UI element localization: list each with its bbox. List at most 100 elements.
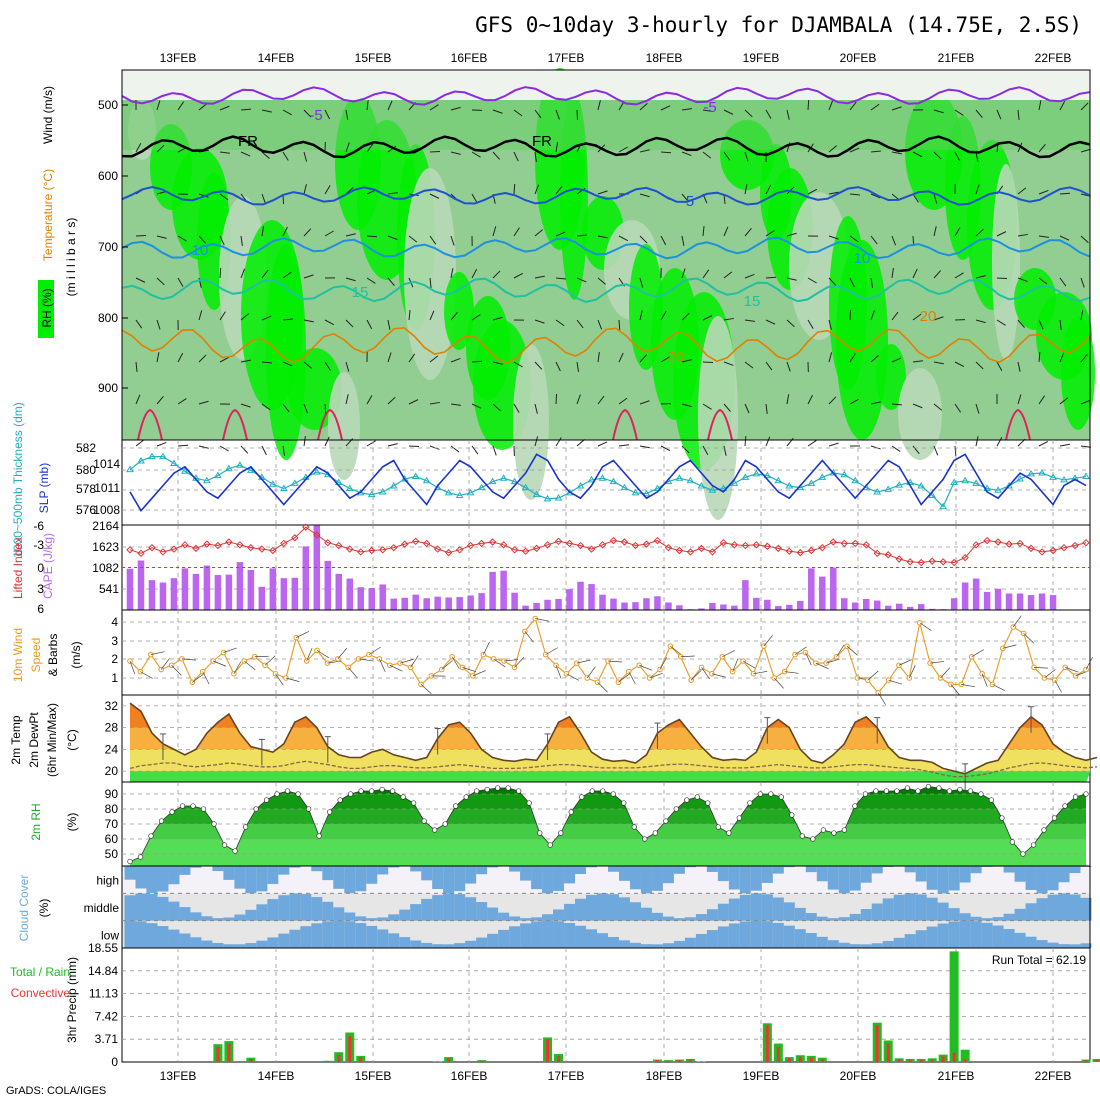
cape-bar [269, 568, 277, 610]
thickness-axis-label: 1000~500mb Thickness (dm) [11, 402, 25, 558]
contour-label: -5 [703, 99, 716, 116]
thickness-point [378, 488, 387, 495]
cloud-high-bar [278, 866, 290, 875]
lifted-index-point [137, 549, 145, 558]
cloud-high-bar [333, 866, 345, 889]
cloud-level-label: high [96, 874, 119, 888]
upper-wind-barb [219, 193, 229, 201]
thickness-point [455, 491, 464, 498]
upper-wind-barb [387, 192, 398, 195]
rh-point [999, 815, 1005, 821]
surface-wind-barb [389, 664, 403, 672]
cloud-low-bar [651, 944, 663, 948]
upper-wind-barb [1059, 100, 1066, 111]
lifted-index-point [609, 536, 618, 545]
cloud-high-bar [432, 866, 444, 889]
cloud-low-bar [662, 943, 674, 948]
cloud-high-bar [750, 866, 762, 891]
upper-wind-barb [534, 275, 545, 279]
thickness-point [884, 485, 893, 492]
cloud-low-bar [509, 926, 521, 948]
upper-wind-barb [576, 319, 584, 329]
upper-wind-barb [1080, 353, 1088, 363]
lifted-index-point [488, 538, 497, 546]
rh-point [442, 821, 448, 827]
upper-wind-barb [450, 403, 461, 406]
rh-point [778, 794, 784, 800]
upper-wind-barb [1017, 319, 1025, 328]
thickness-point [1049, 473, 1057, 480]
cloud-middle-bar [454, 894, 466, 921]
x-tick-label-top: 21FEB [938, 51, 975, 65]
minmax-axis-label: (6hr Min/Max) [45, 703, 59, 777]
surface-wind-barb [358, 658, 373, 662]
cloud-middle-bar [992, 917, 1004, 921]
surface-wind-barb [898, 659, 912, 666]
upper-wind-barb [639, 400, 650, 405]
upper-wind-barb [261, 361, 272, 364]
upper-wind-barb [177, 235, 187, 242]
x-tick-label-bottom: 21FEB [938, 1069, 975, 1083]
upper-wind-barb [471, 268, 478, 279]
rh-point [694, 794, 700, 800]
lifted-index-point [686, 548, 695, 556]
cloud-middle-bar [553, 909, 565, 921]
upper-wind-barb [849, 353, 856, 363]
cloud-high-bar [509, 866, 521, 872]
cloud-high-bar [223, 866, 235, 880]
lifted-index-point [159, 548, 167, 556]
thickness-point [466, 488, 475, 496]
upper-wind-barb [1059, 277, 1067, 287]
lifted-index-point [422, 539, 431, 548]
pressure-tick-label: 700 [98, 240, 118, 254]
thickness-point [510, 477, 519, 485]
thickness-point [653, 484, 662, 492]
upper-wind-barb [534, 319, 545, 324]
thickness-point [576, 481, 585, 489]
upper-wind-barb [1059, 352, 1065, 363]
upper-wind-barb [744, 228, 752, 237]
upper-wind-barb [387, 352, 392, 363]
cloud-middle-bar [432, 895, 444, 921]
x-tick-label-bottom: 13FEB [160, 1069, 197, 1083]
cloud-high-bar [827, 866, 839, 890]
upper-wind-barb [681, 403, 692, 408]
upper-wind-barb [639, 235, 648, 244]
contour-10c [121, 236, 1091, 260]
upper-wind-barb [555, 231, 566, 237]
rh-point [747, 800, 753, 806]
cloud-middle-bar [575, 898, 587, 921]
surface-wind-barb [670, 645, 682, 656]
upper-wind-barb [492, 316, 503, 321]
rh-point [1030, 842, 1037, 848]
upper-wind-barb [408, 445, 420, 448]
lifted-index-point [313, 531, 321, 539]
cloud-level-label: low [101, 928, 119, 942]
surface-wind-barb [379, 658, 386, 672]
upper-wind-barb [618, 319, 621, 331]
cloud-low-bar [201, 940, 213, 948]
upper-wind-barb [198, 354, 207, 363]
cape-tick-label: 2164 [92, 519, 119, 533]
rh-point [936, 785, 942, 791]
upper-wind-barb [954, 227, 961, 237]
thickness-point [587, 475, 596, 483]
cloud-low-bar [937, 923, 949, 948]
upper-wind-barb [1080, 102, 1089, 111]
upper-wind-barb [387, 443, 398, 447]
upper-wind-barb [219, 311, 226, 321]
dewpoint-line [129, 760, 1098, 778]
cape-bar [324, 560, 332, 610]
cloud-middle-bar [684, 917, 696, 921]
upper-wind-barb [198, 310, 203, 321]
thickness-point [554, 494, 563, 501]
surface-wind-barb [441, 660, 453, 670]
cloud-middle-bar [509, 916, 521, 921]
thickness-point [389, 481, 398, 489]
surface-wind-barb [400, 658, 414, 664]
upper-wind-barb [282, 271, 292, 279]
upper-wind-barb [1038, 441, 1049, 447]
rh-dry-patch [328, 372, 360, 480]
upper-wind-barb [576, 234, 587, 237]
